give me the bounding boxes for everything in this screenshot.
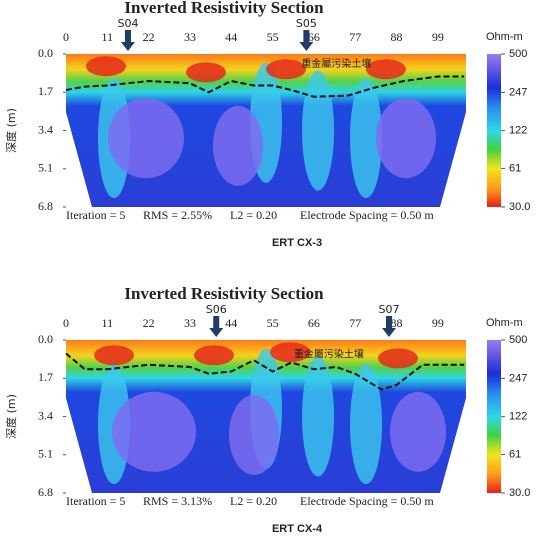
colorbar-tick-label: 61 [509,162,521,174]
polluted-zone [270,342,310,363]
low-zone [350,364,382,485]
stat: Iteration = 5 [66,208,125,222]
x-tick-label: 33 [184,30,196,44]
y-axis-label: 深度 (m) [4,108,18,153]
polluted-zone [86,56,126,77]
low-zone [350,78,382,199]
x-tick-label: 11 [102,316,114,330]
colorbar-label: Ohm-m [486,31,523,43]
marker-label: S04 [117,17,138,30]
marker-arrow [120,30,135,51]
high-zone [108,98,184,179]
x-tick-label: 88 [391,30,403,44]
polluted-zone [194,345,234,366]
x-tick-label: 55 [267,30,279,44]
x-tick-label: 66 [308,316,320,330]
y-tick-label: 5.1 [38,161,53,175]
annotation: 重金屬污染土壤 [294,348,364,361]
y-tick-label: 1.7 [38,84,53,98]
low-zone [302,70,334,191]
x-tick-label: 77 [349,30,361,44]
colorbar-tick-label: 247 [509,372,527,384]
x-tick-label: 77 [349,316,361,330]
stat: Iteration = 5 [66,494,125,508]
x-tick-label: 33 [184,316,196,330]
colorbar-tick-label: 500 [509,48,527,60]
y-tick-label: 0.0 [38,46,53,60]
annotation: 重金屬污染土壤 [301,57,371,70]
marker-label: S06 [206,303,227,316]
polluted-zone [186,62,226,83]
high-zone [213,105,263,186]
y-tick-label: 3.4 [38,408,53,422]
x-tick-label: 0 [63,316,69,330]
y-tick-label: 6.8 [38,199,53,213]
x-tick-label: 88 [391,316,403,330]
x-tick-label: 99 [432,30,444,44]
stat: Electrode Spacing = 0.50 m [300,208,434,222]
y-tick-label: 0.0 [38,332,53,346]
colorbar-label: Ohm-m [486,317,523,329]
polluted-zone [94,345,134,366]
polluted-zone [266,59,306,80]
caption: ERT CX-3 [272,237,322,249]
colorbar [487,54,501,207]
section-image [66,340,466,493]
colorbar-tick-label: 61 [509,448,521,460]
marker-arrow [209,316,224,337]
colorbar-tick-label: 247 [509,86,527,98]
y-tick-label: 1.7 [38,370,53,384]
marker-label: S05 [296,17,317,30]
marker-arrow [299,30,314,51]
x-tick-label: 99 [432,316,444,330]
stat: Electrode Spacing = 0.50 m [300,494,434,508]
colorbar-tick-label: 122 [509,411,527,423]
y-tick-label: 6.8 [38,485,53,499]
x-tick-label: 55 [267,316,279,330]
high-zone [112,391,196,472]
high-zone [376,98,436,179]
section-image [66,54,466,207]
low-zone [302,356,334,477]
colorbar-tick-label: 122 [509,125,527,137]
polluted-zone [378,348,418,369]
marker-arrow [382,316,397,337]
x-tick-label: 66 [308,30,320,44]
x-tick-label: 44 [225,30,237,44]
y-tick-label: 3.4 [38,122,53,136]
stat: RMS = 3.13% [143,494,212,508]
colorbar [487,340,501,493]
contamination-boundary [65,75,465,98]
x-tick-label: 0 [63,30,69,44]
x-tick-label: 22 [143,316,155,330]
high-zone [229,394,279,475]
caption: ERT CX-4 [272,523,323,535]
stat: RMS = 2.55% [143,208,212,222]
contamination-boundary [65,352,465,391]
colorbar-tick-label: 500 [509,334,527,346]
y-axis-label: 深度 (m) [4,394,18,439]
polluted-zone [366,59,406,80]
x-tick-label: 44 [225,316,237,330]
chart-title: Inverted Resistivity Section [124,0,324,17]
colorbar-tick-label: 30.0 [509,487,530,499]
x-tick-label: 11 [102,30,114,44]
x-tick-label: 22 [143,30,155,44]
stat: L2 = 0.20 [230,494,277,508]
chart-title: Inverted Resistivity Section [124,284,324,303]
y-tick-label: 5.1 [38,447,53,461]
high-zone [390,391,446,472]
stat: L2 = 0.20 [230,208,277,222]
marker-label: S07 [379,303,400,316]
colorbar-tick-label: 30.0 [509,201,530,213]
